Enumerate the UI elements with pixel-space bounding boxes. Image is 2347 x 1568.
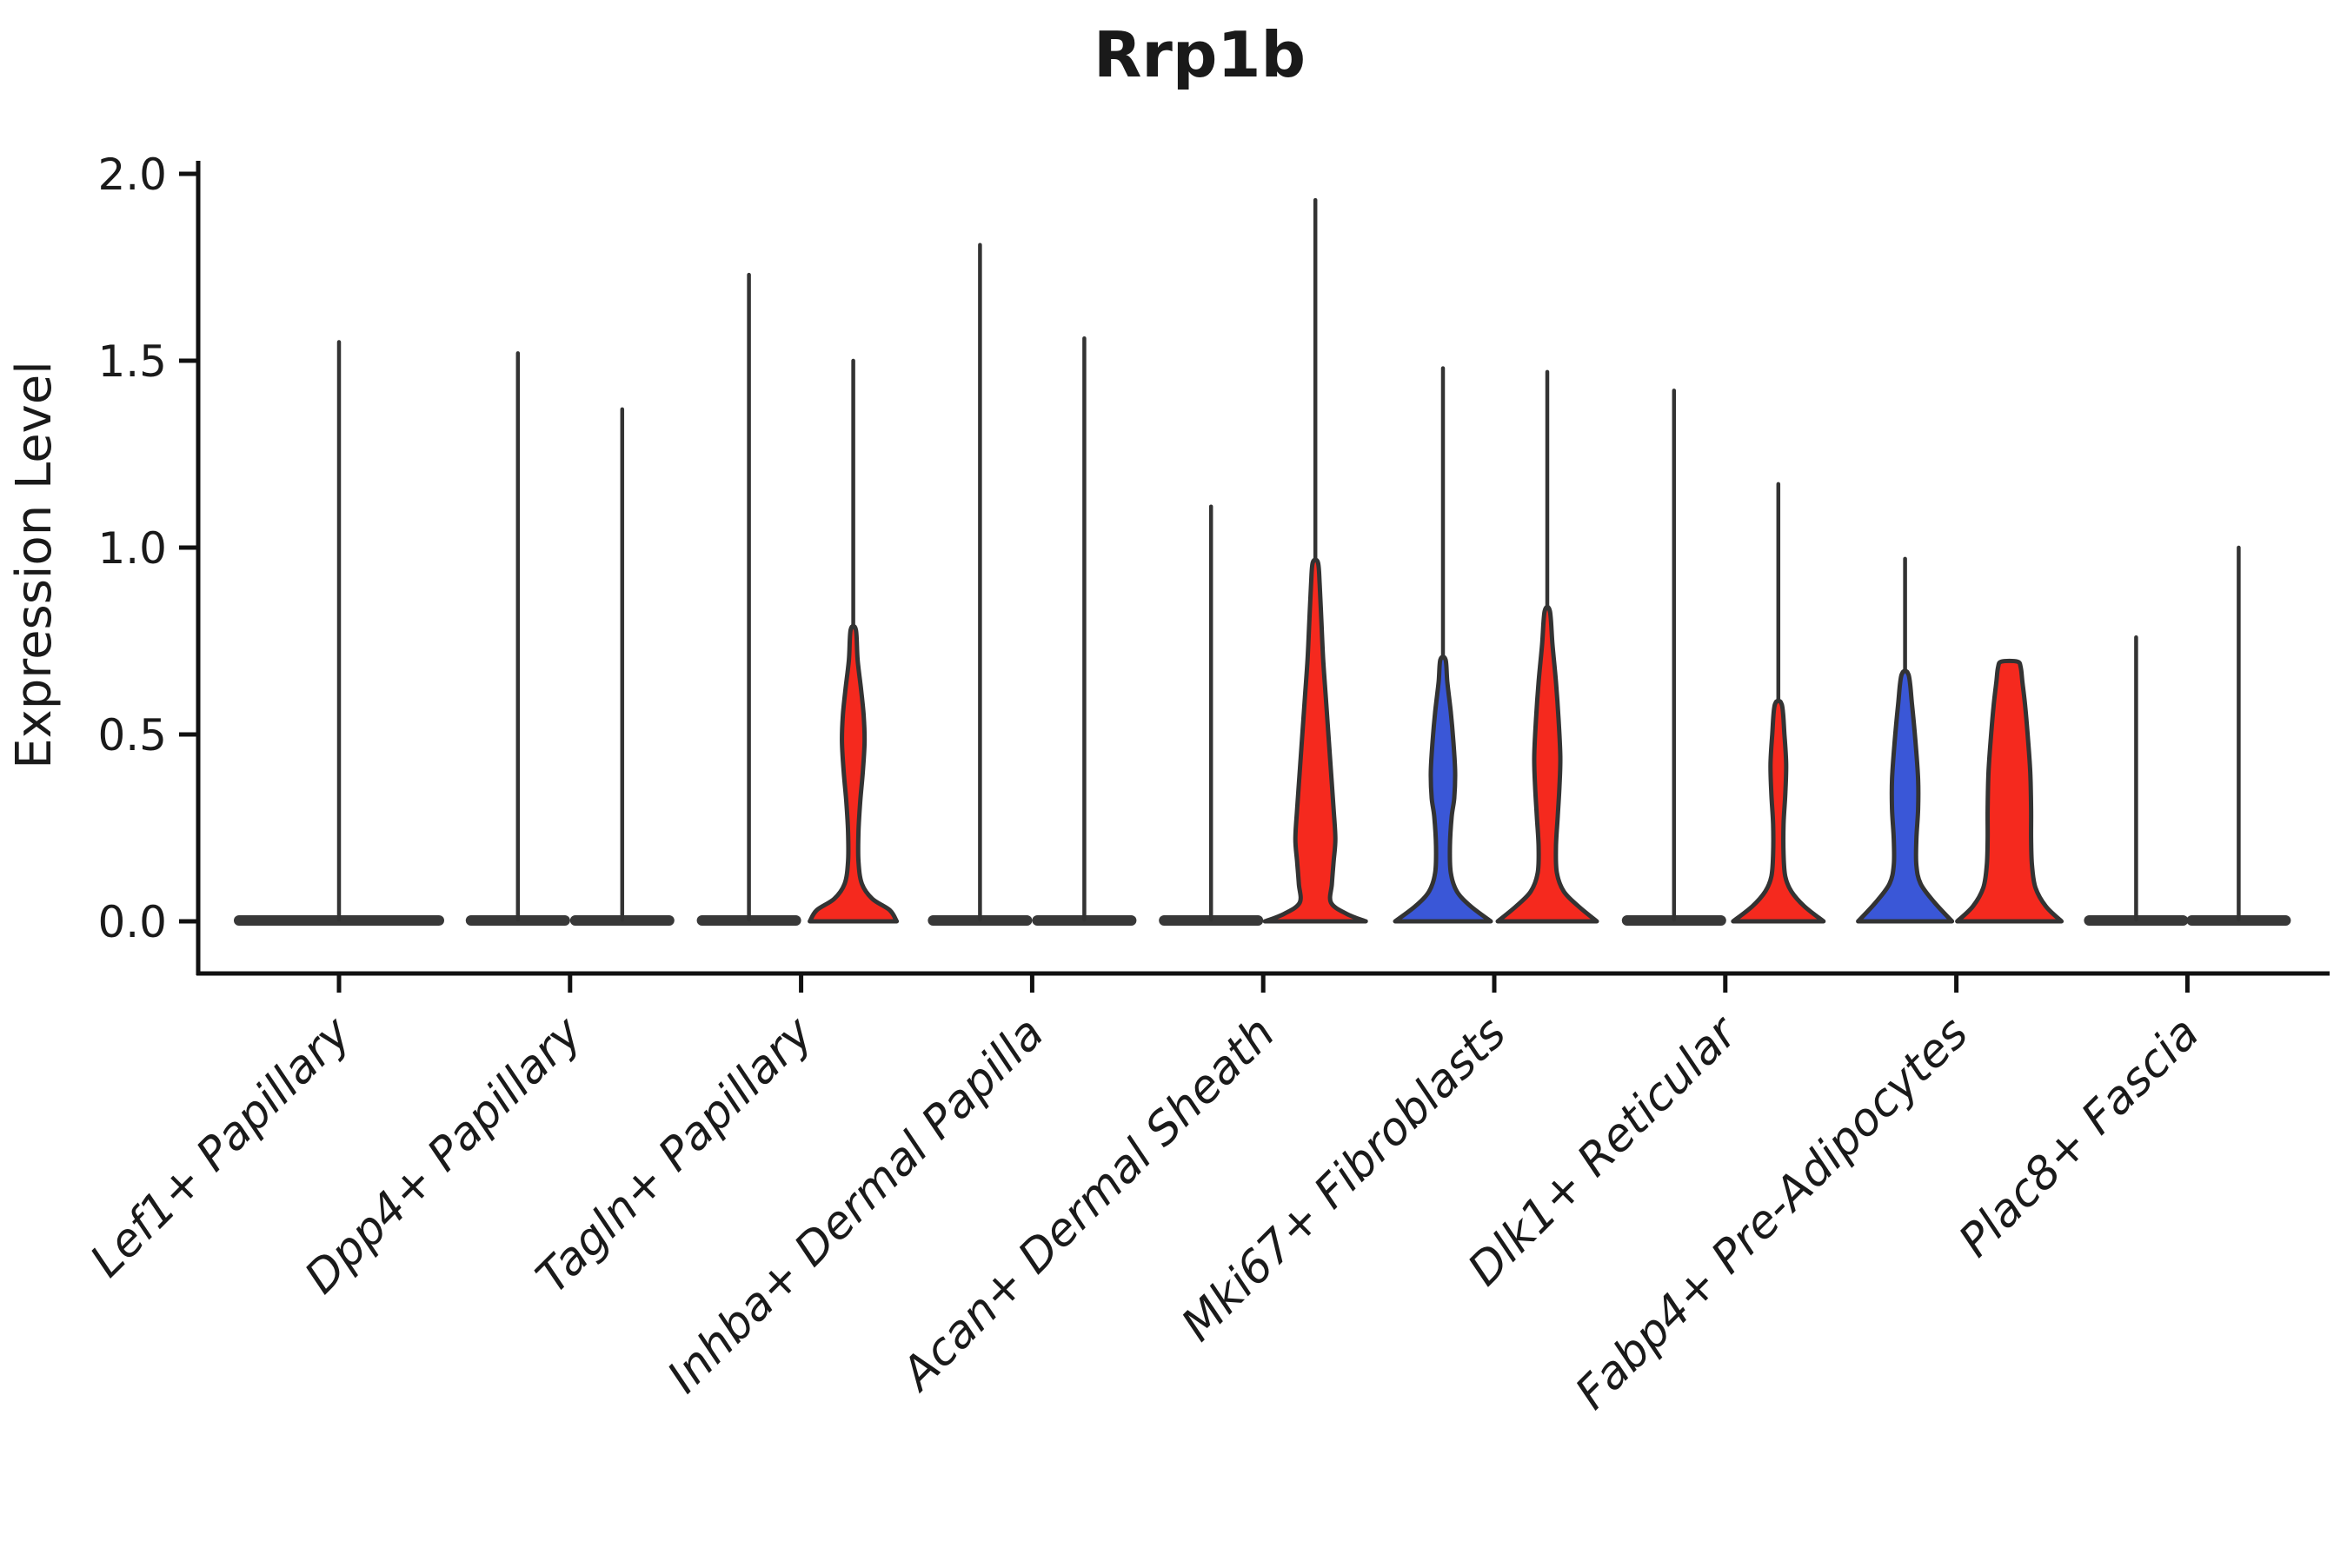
violins-layer (234, 197, 2291, 926)
violin-dark (1159, 504, 1264, 926)
y-tick-label: 1.0 (97, 523, 167, 574)
violin-dark (1621, 389, 1726, 926)
violin-body (1731, 698, 1826, 924)
violin-body (1856, 668, 1955, 924)
violin-red (1731, 482, 1826, 924)
violin-dark (465, 351, 570, 926)
violin-body (1495, 604, 1599, 924)
violin-dark (2084, 635, 2189, 926)
violin-dark (1032, 336, 1137, 926)
violin-body (1393, 654, 1493, 924)
violin-body (1955, 658, 2064, 924)
violin-red (808, 358, 900, 924)
violin-dark (234, 340, 444, 926)
violin-dark (927, 243, 1033, 926)
violin-red (1955, 658, 2064, 924)
x-tick-label: Fabp4+ Pre-Adipocytes (1566, 1007, 1978, 1420)
violin-red (1495, 369, 1599, 924)
violin-dark (569, 407, 675, 926)
violin-body (1262, 557, 1368, 924)
violin-red (1262, 197, 1368, 924)
y-tick-label: 1.5 (97, 336, 167, 387)
axes: 0.0 0.5 1.0 1.5 2.0 (97, 149, 2330, 976)
violin-blue (1856, 556, 1955, 924)
violin-body (808, 623, 900, 924)
x-tick-label: Inhba+ Dermal Papilla (658, 1007, 1054, 1404)
y-axis-label: Expression Level (6, 361, 63, 769)
y-tick-label: 2.0 (97, 149, 167, 200)
chart-title: Rrp1b (1094, 18, 1306, 91)
y-tick-label: 0.0 (97, 897, 167, 947)
x-tick-label: Plac8+ Fascia (1949, 1007, 2209, 1267)
x-tick-label: Acan+ Dermal Sheath (890, 1007, 1285, 1402)
violin-dark (696, 272, 801, 926)
violin-blue (1393, 366, 1493, 924)
y-tick-label: 0.5 (97, 710, 167, 761)
violin-dark (2186, 545, 2291, 926)
